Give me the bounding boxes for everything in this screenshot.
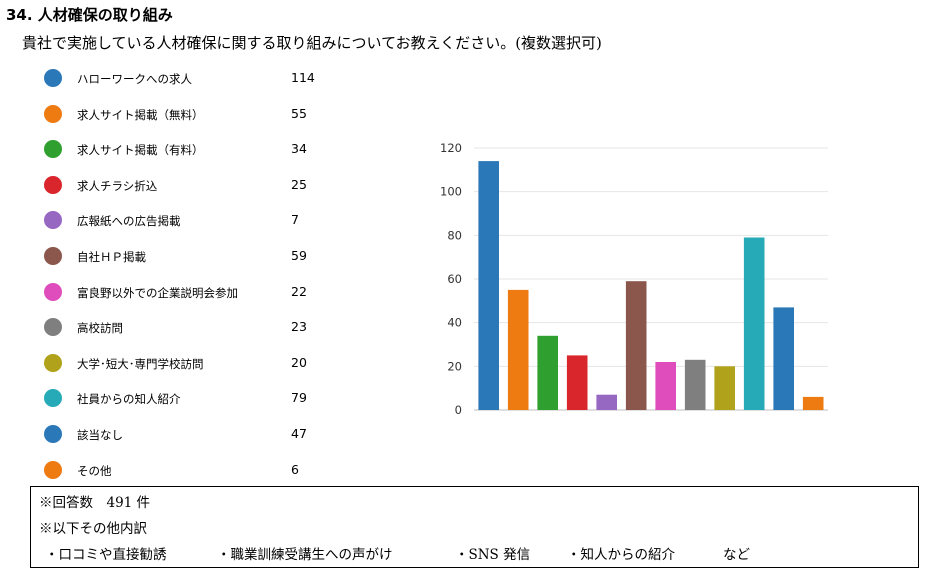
legend-value: 22 [291, 283, 307, 299]
legend-item: 広報紙への広告掲載 7 [44, 209, 364, 233]
legend-item: 求人サイト掲載（有料） 34 [44, 138, 364, 162]
other-item: ・口コミや直接勧誘 [45, 547, 167, 563]
legend-value: 6 [291, 461, 299, 477]
legend-value: 7 [291, 212, 299, 228]
legend-label: 大学･短大･専門学校訪問 [77, 356, 204, 371]
question-text: 貴社で実施している人材確保に関する取り組みについてお教えください。(複数選択可) [22, 34, 602, 52]
legend-item: 自社ＨＰ掲載 59 [44, 245, 364, 269]
other-item: ・SNS 発信 [455, 547, 531, 563]
other-item: など [723, 547, 750, 563]
legend-swatch [44, 140, 62, 159]
legend-label: 自社ＨＰ掲載 [77, 250, 146, 264]
other-breakdown-heading: ※以下その他内訳 [39, 521, 147, 537]
bar [596, 394, 617, 410]
legend-label: 求人サイト掲載（有料） [77, 143, 204, 158]
bar [743, 237, 765, 410]
bar [507, 289, 529, 410]
legend-value: 47 [291, 426, 307, 441]
bar [566, 355, 588, 410]
legend-value: 20 [291, 354, 307, 370]
legend-value: 114 [291, 70, 315, 85]
response-count: ※回答数 491 件 [39, 495, 151, 511]
legend-item: その他 6 [44, 459, 364, 483]
legend-swatch [44, 247, 62, 265]
notes-box: ※回答数 491 件 ※以下その他内訳 ・口コミや直接勧誘 ・職業訓練受講生への… [30, 486, 919, 568]
page-title: 34. 人材確保の取り組み [6, 6, 173, 24]
legend-item: ハローワークへの求人 114 [44, 67, 364, 91]
y-tick-label: 40 [447, 316, 462, 330]
y-tick-label: 100 [440, 185, 462, 199]
legend-label: 広報紙への広告掲載 [77, 214, 181, 229]
legend-label: 社員からの知人紹介 [77, 392, 181, 407]
bar [773, 307, 794, 410]
legend-label: 該当なし [77, 428, 123, 442]
legend-swatch [44, 69, 62, 87]
legend-item: 該当なし 47 [44, 423, 364, 447]
legend-swatch [44, 211, 62, 230]
legend-item: 大学･短大･専門学校訪問 20 [44, 352, 364, 376]
legend-label: 求人サイト掲載（無料） [77, 107, 204, 122]
other-breakdown-list: ・口コミや直接勧誘 ・職業訓練受講生への声がけ ・SNS 発信 ・知人からの紹介… [31, 543, 918, 563]
bar [537, 335, 558, 410]
other-item: ・職業訓練受講生への声がけ [217, 547, 393, 563]
bar [655, 362, 676, 410]
bar [684, 359, 706, 410]
legend-swatch [44, 460, 62, 479]
legend-value: 34 [291, 141, 307, 157]
bar [625, 281, 647, 410]
y-tick-label: 120 [440, 141, 462, 155]
legend-label: 求人チラシ折込 [77, 178, 158, 193]
legend-label: ハローワークへの求人 [77, 72, 192, 86]
legend-item: 求人サイト掲載（無料） 55 [44, 103, 364, 127]
legend-value: 23 [291, 319, 307, 335]
bar [478, 161, 499, 410]
bar [714, 366, 735, 410]
legend-value: 25 [291, 176, 307, 192]
legend-swatch [44, 104, 62, 123]
legend-item: 求人チラシ折込 25 [44, 174, 364, 198]
y-tick-label: 0 [455, 403, 462, 417]
y-tick-label: 20 [447, 359, 462, 373]
legend-item: 社員からの知人紹介 79 [44, 387, 364, 411]
legend-swatch [44, 389, 62, 408]
legend-value: 55 [291, 105, 307, 121]
other-item: ・知人からの紹介 [567, 547, 675, 563]
y-tick-label: 60 [447, 272, 462, 286]
legend-value: 59 [291, 248, 307, 263]
legend-swatch [44, 425, 62, 443]
legend-swatch [44, 175, 62, 194]
legend-swatch [44, 353, 62, 372]
y-tick-label: 80 [447, 228, 462, 242]
legend-swatch [44, 282, 62, 301]
legend-swatch [44, 318, 62, 337]
legend-label: 富良野以外での企業説明会参加 [77, 285, 238, 300]
legend-item: 高校訪問 23 [44, 316, 364, 340]
legend-label: 高校訪問 [77, 321, 123, 336]
legend-label: その他 [77, 463, 112, 478]
legend-item: 富良野以外での企業説明会参加 22 [44, 281, 364, 305]
bar [802, 396, 824, 410]
legend-value: 79 [291, 390, 307, 406]
bar-chart: 0 20 40 60 80 100 120 [440, 141, 828, 417]
